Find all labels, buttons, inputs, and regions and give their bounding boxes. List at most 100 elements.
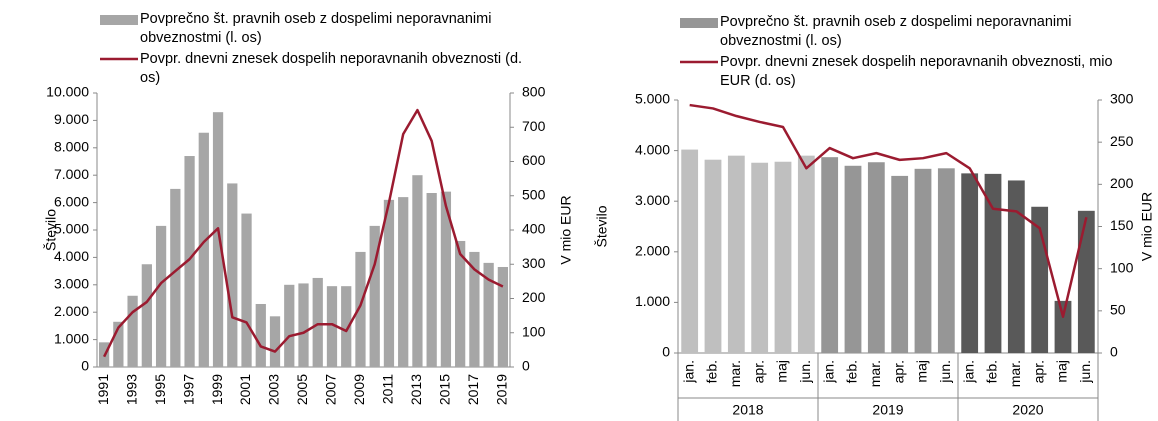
bar <box>227 183 238 367</box>
bar <box>937 168 955 353</box>
bar <box>198 132 209 367</box>
y-tick-label: 8.000 <box>54 139 89 155</box>
y2-tick-label: 300 <box>1110 91 1134 107</box>
bar <box>984 173 1002 353</box>
line <box>102 108 504 358</box>
legend-swatch <box>100 15 138 25</box>
bar <box>727 155 745 353</box>
y2-tick-label: 0 <box>522 358 530 374</box>
bar <box>255 303 266 367</box>
x-tick-label: 2005 <box>294 374 310 405</box>
bar <box>961 173 979 353</box>
bar <box>1007 180 1025 353</box>
y2-tick-label: 50 <box>1110 302 1126 318</box>
bar <box>113 321 124 367</box>
bar <box>355 251 366 367</box>
legend-label: Povpr. dnevni znesek dospelih neporavnan… <box>140 51 523 86</box>
bar <box>127 295 138 367</box>
bar <box>212 112 224 368</box>
bar <box>241 213 252 367</box>
y-tick-label: 7.000 <box>54 166 89 182</box>
bar <box>298 283 309 367</box>
y-tick-label: 3.000 <box>635 192 670 208</box>
y2-tick-label: 700 <box>522 118 546 134</box>
x-tick-label: apr. <box>1030 360 1046 383</box>
y2-axis-title: V mio EUR <box>558 195 574 264</box>
bar <box>369 225 380 367</box>
x-tick-label: 2015 <box>437 374 453 405</box>
x-tick-label: maj <box>1054 360 1070 383</box>
x-tick-label: feb. <box>844 360 860 383</box>
bar <box>469 251 480 367</box>
bar <box>284 284 295 367</box>
y2-tick-label: 400 <box>522 221 546 237</box>
y2-axis-title: V mio EUR <box>1139 192 1155 261</box>
y-tick-label: 0 <box>662 344 670 360</box>
bar <box>412 175 423 367</box>
x-tick-label: 1997 <box>180 374 196 405</box>
line <box>689 103 1088 318</box>
y2-tick-label: 100 <box>1110 259 1134 275</box>
x-tick-label: feb. <box>704 360 720 383</box>
y-tick-label: 1.000 <box>635 293 670 309</box>
y-tick-label: 2.000 <box>54 303 89 319</box>
x-tick-label: apr. <box>750 360 766 383</box>
x-tick-label: 2011 <box>380 374 396 404</box>
bar <box>774 161 792 353</box>
y-tick-label: 9.000 <box>54 111 89 127</box>
bar <box>383 199 395 367</box>
y2-tick-label: 250 <box>1110 133 1134 149</box>
y2-tick-label: 600 <box>522 152 546 168</box>
y-tick-label: 1.000 <box>54 330 89 346</box>
x-tick-label: 1995 <box>152 374 168 405</box>
x-tick-label: 2019 <box>494 374 510 405</box>
bar <box>483 262 494 367</box>
x-tick-label: 2017 <box>465 374 481 405</box>
x-tick-label: 2009 <box>351 374 367 405</box>
x-tick-label: jan. <box>820 360 836 384</box>
y2-tick-label: 150 <box>1110 217 1134 233</box>
bar <box>681 149 699 353</box>
bar <box>1077 210 1095 353</box>
y2-tick-label: 300 <box>522 255 546 271</box>
bar <box>751 162 769 353</box>
y-tick-label: 0 <box>81 358 89 374</box>
y-tick-label: 5.000 <box>635 91 670 107</box>
bar <box>141 264 152 367</box>
y-tick-label: 6.000 <box>54 193 89 209</box>
y-tick-label: 10.000 <box>46 84 89 100</box>
x-tick-label: feb. <box>984 360 1000 383</box>
bar <box>184 156 195 367</box>
y-tick-label: 3.000 <box>54 276 89 292</box>
x-tick-label: apr. <box>890 360 906 383</box>
y-tick-label: 2.000 <box>635 243 670 259</box>
bar <box>844 165 862 353</box>
bar <box>269 316 281 367</box>
bar <box>341 286 352 367</box>
y-axis-title: Število <box>594 205 610 247</box>
y-tick-label: 4.000 <box>54 248 89 264</box>
x-tick-label: jan. <box>960 360 976 384</box>
group-label: 2020 <box>1012 402 1043 418</box>
legend-swatch <box>680 18 718 28</box>
y2-tick-label: 500 <box>522 186 546 202</box>
y-tick-label: 5.000 <box>54 221 89 237</box>
group-label: 2018 <box>732 402 763 418</box>
x-tick-label: 1991 <box>95 374 111 405</box>
x-tick-label: 2001 <box>237 374 253 405</box>
x-tick-label: jun. <box>937 360 953 384</box>
legend-label: Povpr. dnevni znesek dospelih neporavnan… <box>720 54 1113 89</box>
bar <box>891 175 909 353</box>
y-tick-label: 4.000 <box>635 141 670 157</box>
bar <box>312 277 323 367</box>
x-tick-label: jan. <box>680 360 696 384</box>
bar <box>155 225 167 367</box>
x-tick-label: maj <box>774 360 790 383</box>
bar <box>797 155 815 353</box>
x-tick-label: 2013 <box>408 374 424 405</box>
x-tick-label: jun. <box>797 360 813 384</box>
bar <box>426 193 437 367</box>
x-tick-label: 1993 <box>123 374 139 405</box>
bar <box>170 188 181 367</box>
